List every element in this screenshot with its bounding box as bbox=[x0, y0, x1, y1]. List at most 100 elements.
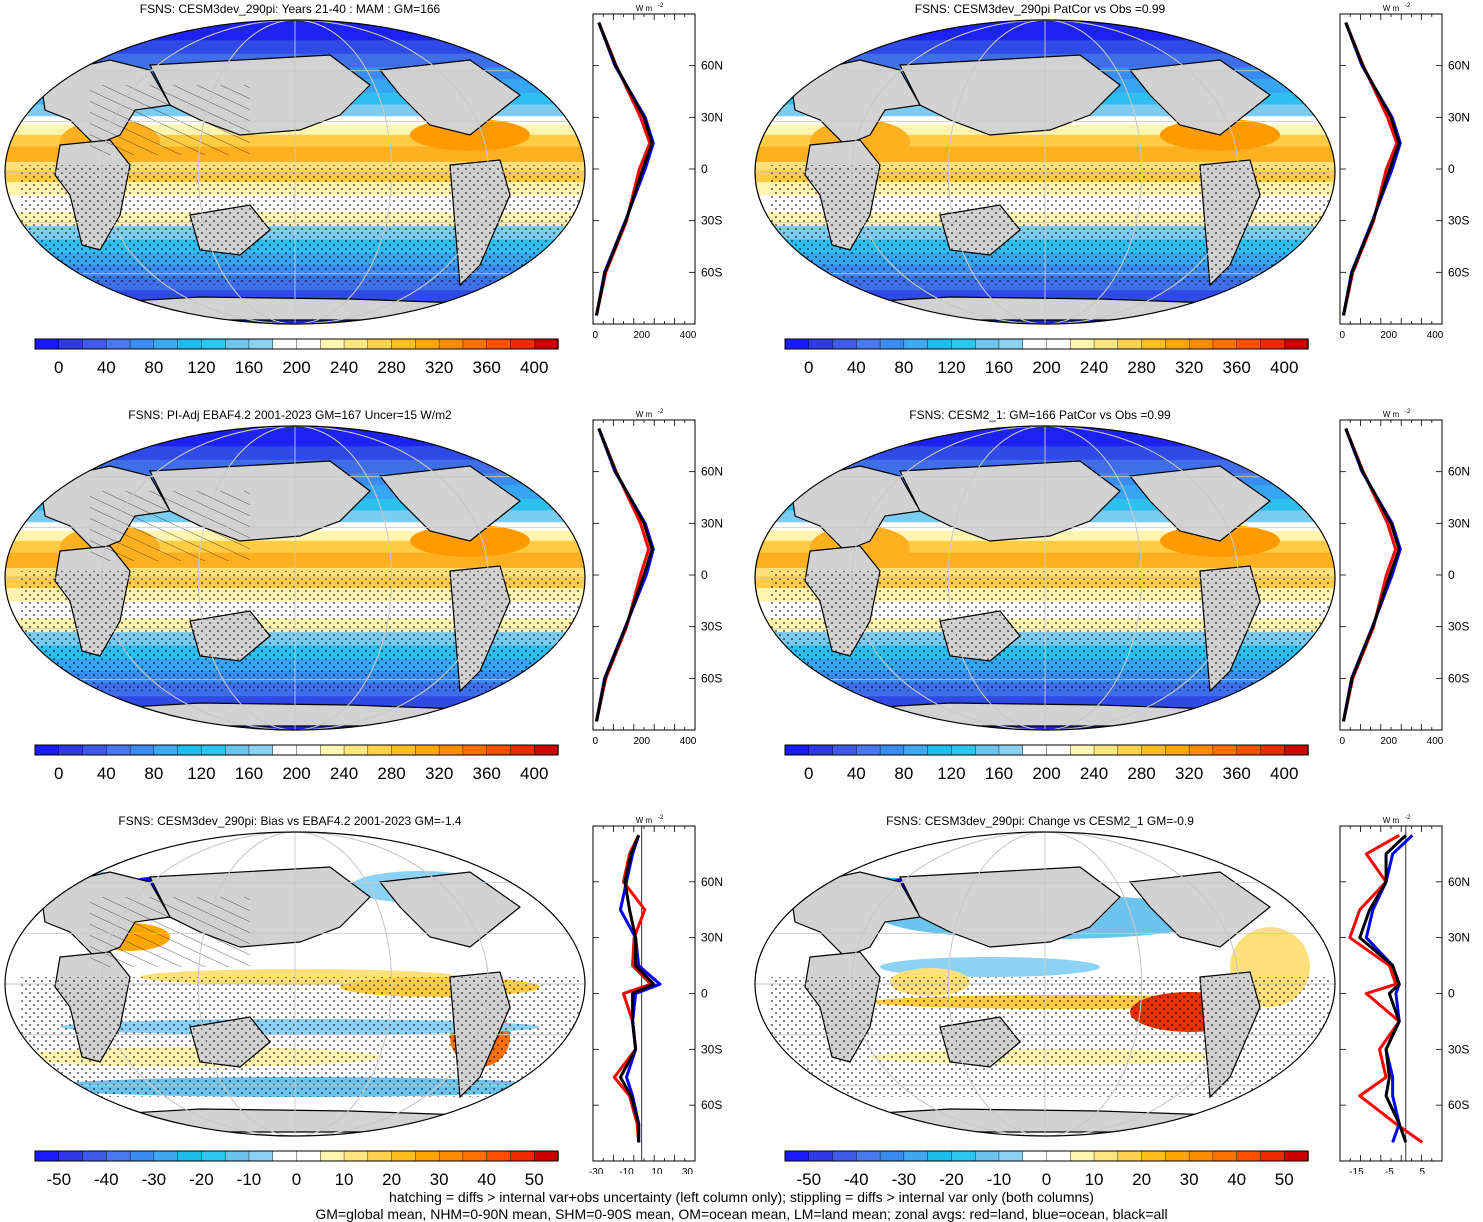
land-mass bbox=[40, 703, 560, 726]
colorbar-swatch bbox=[344, 339, 368, 349]
colorbar-tick-label: 0 bbox=[804, 358, 813, 377]
zonal-lat-label: 30N bbox=[1448, 931, 1470, 945]
zonal-lat-label: 60N bbox=[701, 59, 723, 73]
zonal-unit-exponent: -2 bbox=[1405, 3, 1411, 9]
colorbar-tick-label: 20 bbox=[382, 1170, 401, 1189]
stipple-overlay bbox=[20, 977, 580, 1097]
zonal-x-tick-label: 0 bbox=[593, 736, 599, 747]
colorbar-swatch bbox=[201, 745, 225, 755]
colorbar-swatch bbox=[1260, 745, 1284, 755]
colorbar-swatch bbox=[1070, 1151, 1094, 1161]
zonal-x-tick-label: 200 bbox=[1380, 736, 1397, 747]
footer-note-legend: GM=global mean, NHM=0-90N mean, SHM=0-90… bbox=[0, 1206, 1483, 1222]
panel-title-3: FSNS: PI-Adj EBAF4.2 2001-2023 GM=167 Un… bbox=[50, 408, 530, 422]
colorbar-tick-label: 120 bbox=[937, 358, 965, 377]
colorbar-swatch bbox=[1118, 745, 1142, 755]
map-field bbox=[0, 827, 590, 1142]
colorbar-tick-label: 360 bbox=[1222, 358, 1250, 377]
colorbar-swatch bbox=[785, 745, 809, 755]
colorbar-tick-label: 40 bbox=[847, 764, 866, 783]
colorbar-swatch bbox=[249, 1151, 273, 1161]
colorbar-swatch bbox=[975, 745, 999, 755]
zonal-lat-label: 60S bbox=[701, 1098, 722, 1112]
colorbar-swatch bbox=[249, 745, 273, 755]
land-mass bbox=[40, 1109, 560, 1132]
colorbar-tick-label: 20 bbox=[1132, 1170, 1151, 1189]
colorbar-swatch bbox=[809, 745, 833, 755]
stipple-overlay bbox=[20, 165, 580, 285]
colorbar-swatch bbox=[1094, 745, 1118, 755]
colorbar-tick-label: 80 bbox=[144, 764, 163, 783]
colorbar-swatch bbox=[225, 745, 249, 755]
zonal-x-tick-label: 200 bbox=[633, 330, 650, 341]
colorbar-tick-label: 360 bbox=[472, 358, 500, 377]
zonal-lat-label: 30S bbox=[1448, 214, 1469, 228]
zonal-x-tick-label: 0 bbox=[1340, 736, 1346, 747]
colorbar-swatch bbox=[510, 1151, 534, 1161]
colorbar-tick-label: 280 bbox=[1127, 764, 1155, 783]
colorbar-tick-label: -30 bbox=[892, 1170, 917, 1189]
colorbar-swatch bbox=[510, 745, 534, 755]
panel-title-6: FSNS: CESM3dev_290pi: Change vs CESM2_1 … bbox=[800, 814, 1280, 828]
colorbar-swatch bbox=[59, 745, 83, 755]
colorbar-swatch bbox=[392, 745, 416, 755]
colorbar-swatch bbox=[1189, 1151, 1213, 1161]
colorbar-swatch bbox=[975, 1151, 999, 1161]
colorbar-tick-label: 10 bbox=[335, 1170, 354, 1189]
colorbar-tick-label: 240 bbox=[1080, 764, 1108, 783]
colorbar-swatch bbox=[273, 339, 297, 349]
colorbar-swatch bbox=[1237, 339, 1261, 349]
zonal-lat-label: 60S bbox=[1448, 265, 1469, 279]
zonal-lat-label: 0 bbox=[1448, 987, 1455, 1001]
colorbar-tick-label: -20 bbox=[189, 1170, 214, 1189]
zonal-x-tick-label: 400 bbox=[1427, 736, 1444, 747]
colorbar-tick-label: 120 bbox=[187, 358, 215, 377]
zonal-unit-exponent: -2 bbox=[658, 3, 664, 9]
colorbar-swatch bbox=[975, 339, 999, 349]
colorbar-swatch bbox=[1047, 745, 1071, 755]
colorbar-swatch bbox=[928, 1151, 952, 1161]
stipple-overlay bbox=[770, 165, 1330, 285]
colorbar-swatch bbox=[1023, 745, 1047, 755]
colorbar-swatch bbox=[1189, 745, 1213, 755]
colorbar-swatch bbox=[1189, 339, 1213, 349]
colorbar-swatch bbox=[35, 339, 59, 349]
colorbar-swatch bbox=[83, 1151, 107, 1161]
colorbar-swatch bbox=[1118, 339, 1142, 349]
colorbar-swatch bbox=[1142, 1151, 1166, 1161]
colorbar-tick-label: 30 bbox=[1180, 1170, 1199, 1189]
zonal-lat-label: 30N bbox=[1448, 516, 1470, 530]
zonal-line-black bbox=[1343, 429, 1399, 722]
map-panel-6 bbox=[750, 827, 1340, 1142]
colorbar-swatch bbox=[178, 339, 202, 349]
colorbar-tick-label: -10 bbox=[987, 1170, 1012, 1189]
colorbar-swatch bbox=[1284, 1151, 1308, 1161]
colorbar-tick-label: 0 bbox=[1042, 1170, 1051, 1189]
colorbar-tick-label: 160 bbox=[235, 764, 263, 783]
colorbar-swatch bbox=[154, 745, 178, 755]
colorbar-swatch bbox=[1047, 339, 1071, 349]
colorbar-swatch bbox=[273, 745, 297, 755]
colorbar-tick-label: 400 bbox=[520, 764, 548, 783]
colorbar-swatch bbox=[320, 745, 344, 755]
colorbar-tick-label: -20 bbox=[939, 1170, 964, 1189]
colorbar-tick-label: -50 bbox=[46, 1170, 71, 1189]
zonal-x-tick-label: 200 bbox=[633, 736, 650, 747]
colorbar-swatch bbox=[999, 1151, 1023, 1161]
zonal-lat-label: 60S bbox=[701, 671, 722, 685]
hatch-overlay bbox=[90, 85, 250, 155]
colorbar-tick-label: 0 bbox=[804, 764, 813, 783]
colorbar-swatch bbox=[1165, 745, 1189, 755]
colorbar-swatch bbox=[487, 1151, 511, 1161]
colorbar-swatch bbox=[178, 745, 202, 755]
colorbar-tick-label: 50 bbox=[525, 1170, 544, 1189]
footer-note-hatching: hatching = diffs > internal var+obs unce… bbox=[0, 1189, 1483, 1205]
colorbar-tick-label: 120 bbox=[187, 764, 215, 783]
colorbar-swatch bbox=[1070, 745, 1094, 755]
colorbar-swatch bbox=[785, 339, 809, 349]
colorbar-swatch bbox=[1237, 1151, 1261, 1161]
